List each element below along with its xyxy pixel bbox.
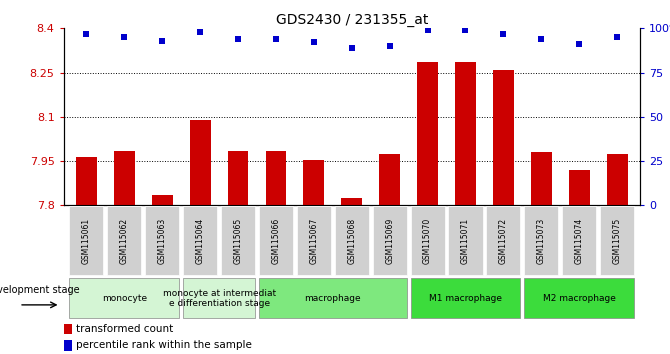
FancyBboxPatch shape	[297, 206, 331, 275]
FancyBboxPatch shape	[524, 206, 558, 275]
Bar	[304, 160, 324, 205]
Text: GSM115063: GSM115063	[157, 218, 167, 264]
Bar	[114, 151, 135, 205]
Bar	[493, 70, 514, 205]
Bar	[64, 340, 72, 350]
Text: development stage: development stage	[0, 285, 79, 295]
FancyBboxPatch shape	[259, 206, 293, 275]
Bar	[531, 152, 551, 205]
FancyBboxPatch shape	[69, 278, 180, 318]
FancyBboxPatch shape	[411, 206, 445, 275]
Point	[119, 34, 130, 40]
FancyBboxPatch shape	[411, 278, 521, 318]
Text: GSM115064: GSM115064	[196, 218, 204, 264]
Point	[612, 34, 622, 40]
Bar	[76, 157, 97, 205]
Point	[422, 27, 433, 33]
Point	[81, 31, 92, 36]
Text: monocyte: monocyte	[102, 294, 147, 303]
FancyBboxPatch shape	[373, 206, 407, 275]
FancyBboxPatch shape	[486, 206, 521, 275]
Bar	[152, 195, 173, 205]
FancyBboxPatch shape	[600, 206, 634, 275]
Text: GSM115061: GSM115061	[82, 218, 91, 264]
Bar	[228, 151, 249, 205]
Title: GDS2430 / 231355_at: GDS2430 / 231355_at	[275, 13, 428, 27]
FancyBboxPatch shape	[183, 206, 217, 275]
Point	[232, 36, 243, 42]
Text: GSM115070: GSM115070	[423, 218, 432, 264]
Text: GSM115066: GSM115066	[271, 218, 281, 264]
Text: macrophage: macrophage	[304, 294, 361, 303]
Point	[385, 43, 395, 49]
Text: GSM115062: GSM115062	[120, 218, 129, 264]
Point	[308, 40, 319, 45]
Point	[157, 38, 168, 44]
Text: transformed count: transformed count	[76, 324, 173, 334]
Bar	[569, 170, 590, 205]
Bar	[606, 154, 628, 205]
Bar	[417, 62, 438, 205]
FancyBboxPatch shape	[145, 206, 180, 275]
Text: GSM115069: GSM115069	[385, 218, 394, 264]
FancyBboxPatch shape	[69, 206, 103, 275]
Text: GSM115068: GSM115068	[347, 218, 356, 264]
Text: GSM115073: GSM115073	[537, 218, 546, 264]
FancyBboxPatch shape	[183, 278, 255, 318]
Text: M1 macrophage: M1 macrophage	[429, 294, 502, 303]
Text: GSM115072: GSM115072	[499, 218, 508, 264]
Bar	[341, 198, 362, 205]
Bar	[455, 62, 476, 205]
Text: GSM115067: GSM115067	[310, 218, 318, 264]
FancyBboxPatch shape	[448, 206, 482, 275]
FancyBboxPatch shape	[562, 206, 596, 275]
Bar	[190, 120, 210, 205]
Text: GSM115075: GSM115075	[612, 218, 622, 264]
Bar	[265, 151, 286, 205]
Bar	[379, 154, 400, 205]
Text: M2 macrophage: M2 macrophage	[543, 294, 616, 303]
Point	[498, 31, 509, 36]
Bar	[64, 324, 72, 335]
Point	[195, 29, 206, 35]
Point	[536, 36, 547, 42]
Text: GSM115065: GSM115065	[234, 218, 243, 264]
Text: monocyte at intermediat
e differentiation stage: monocyte at intermediat e differentiatio…	[163, 289, 275, 308]
Point	[346, 45, 357, 51]
FancyBboxPatch shape	[221, 206, 255, 275]
FancyBboxPatch shape	[335, 206, 368, 275]
Text: GSM115071: GSM115071	[461, 218, 470, 264]
Point	[271, 36, 281, 42]
FancyBboxPatch shape	[107, 206, 141, 275]
Point	[460, 27, 471, 33]
Text: percentile rank within the sample: percentile rank within the sample	[76, 340, 252, 350]
FancyBboxPatch shape	[524, 278, 634, 318]
Text: GSM115074: GSM115074	[575, 218, 584, 264]
Point	[574, 41, 584, 47]
FancyBboxPatch shape	[259, 278, 407, 318]
